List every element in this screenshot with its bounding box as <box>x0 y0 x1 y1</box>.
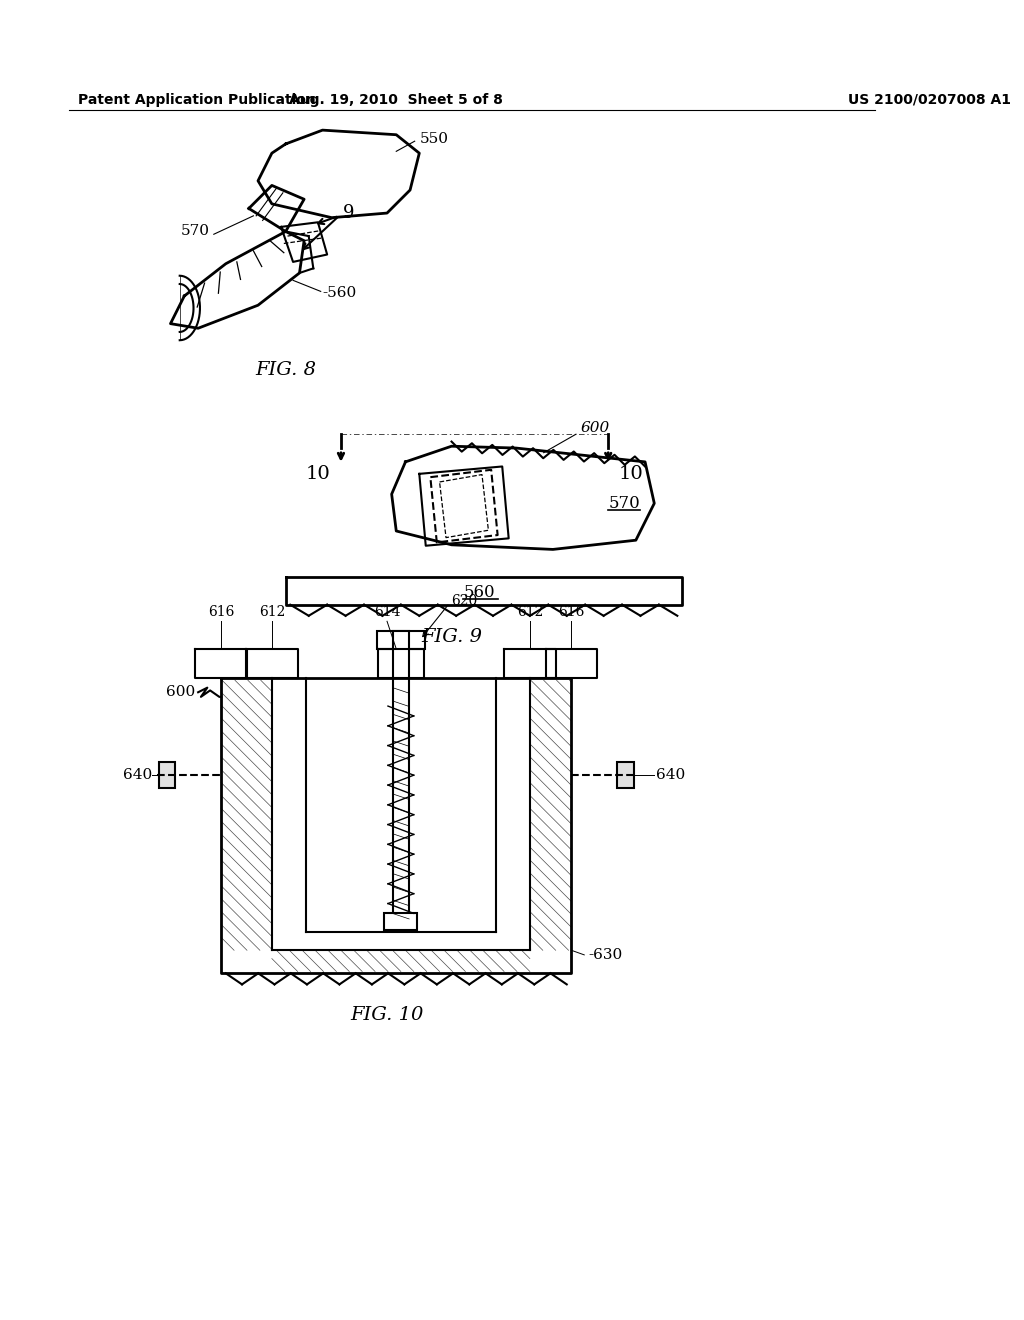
Text: 614: 614 <box>374 605 400 619</box>
Text: 10: 10 <box>305 465 331 483</box>
Bar <box>377 631 425 649</box>
Text: 560: 560 <box>464 585 495 601</box>
Text: 612: 612 <box>259 605 285 619</box>
Text: 640: 640 <box>656 768 685 783</box>
Text: 616: 616 <box>558 605 585 619</box>
Text: FIG. 10: FIG. 10 <box>350 1006 424 1024</box>
Text: FIG. 8: FIG. 8 <box>255 360 316 379</box>
Text: 640: 640 <box>123 768 152 783</box>
Text: 612: 612 <box>517 605 543 619</box>
Text: 570: 570 <box>181 224 210 239</box>
Text: 550: 550 <box>419 132 449 147</box>
Bar <box>392 631 410 923</box>
Text: -560: -560 <box>323 286 356 300</box>
Text: FIG. 9: FIG. 9 <box>421 628 482 645</box>
Text: 620: 620 <box>452 594 478 609</box>
Text: 616: 616 <box>208 605 234 619</box>
Text: Aug. 19, 2010  Sheet 5 of 8: Aug. 19, 2010 Sheet 5 of 8 <box>290 92 503 107</box>
Text: US 2100/0207008 A1: US 2100/0207008 A1 <box>848 92 1011 107</box>
Text: 9: 9 <box>343 205 354 222</box>
Text: Patent Application Publication: Patent Application Publication <box>78 92 316 107</box>
Text: 570: 570 <box>608 495 640 512</box>
Text: 10: 10 <box>618 465 644 483</box>
Bar <box>384 913 418 931</box>
Text: -630: -630 <box>588 948 623 962</box>
Text: 600: 600 <box>166 685 196 700</box>
Text: 600: 600 <box>581 421 610 434</box>
Bar <box>159 762 175 788</box>
Bar <box>617 762 634 788</box>
